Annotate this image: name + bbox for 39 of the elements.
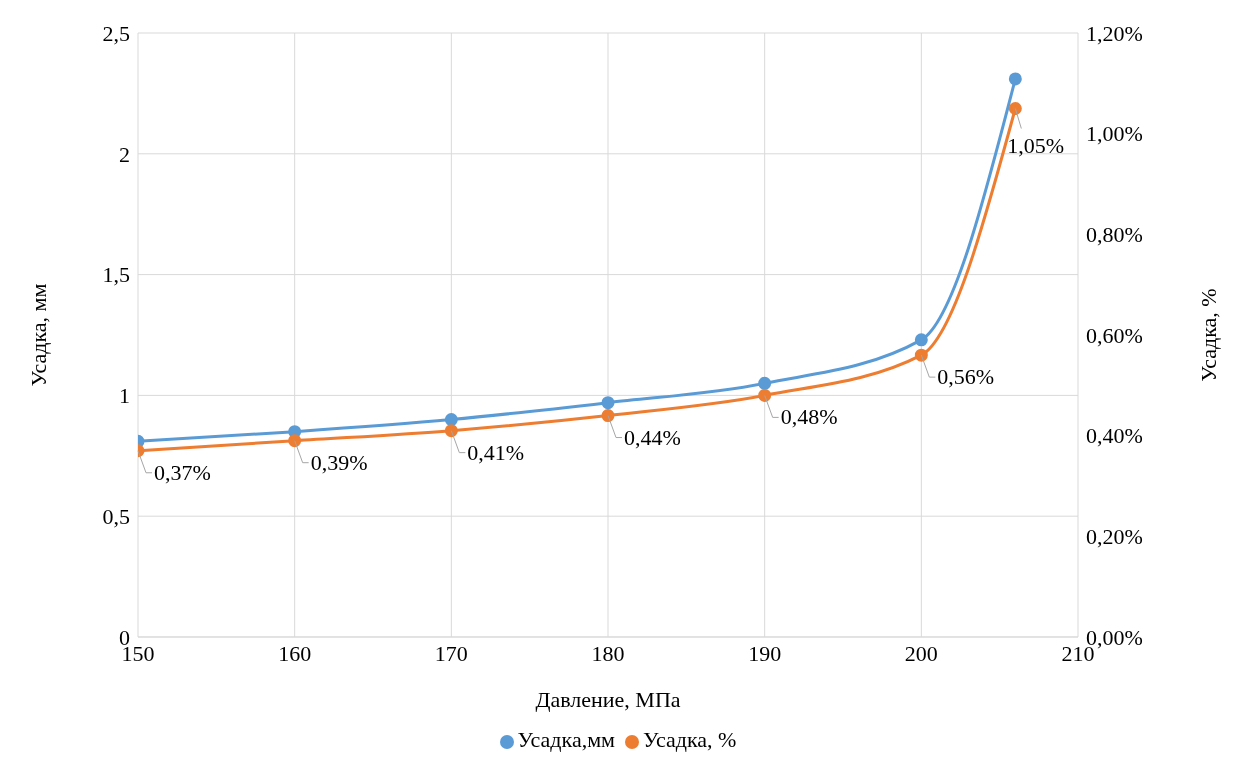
point — [758, 376, 772, 390]
y-axis-title: Усадка, мм — [25, 283, 51, 387]
data-label: 0,41% — [467, 439, 525, 465]
x-tick-label: 170 — [434, 640, 468, 666]
data-label: 0,44% — [624, 424, 681, 450]
data-label: 1,05% — [1007, 132, 1065, 158]
legend-label: Усадка,мм — [517, 727, 615, 752]
point — [444, 413, 458, 427]
y2-tick-label: 0,80% — [1086, 222, 1143, 248]
point — [444, 424, 458, 438]
y2-axis-title: Усадка, % — [1195, 288, 1221, 382]
point — [1008, 72, 1022, 86]
y2-tick-label: 0,20% — [1086, 524, 1143, 550]
point — [1008, 102, 1022, 115]
x-tick-label: 190 — [748, 640, 782, 666]
data-label: 0,39% — [310, 449, 368, 475]
data-label: 0,48% — [780, 404, 838, 430]
y-tick-label: 2,5 — [102, 20, 130, 46]
point — [914, 333, 928, 347]
x-tick-label: 200 — [904, 640, 938, 666]
point — [914, 348, 928, 362]
point — [601, 409, 615, 423]
x-tick-label: 160 — [278, 640, 312, 666]
data-label: 0,37% — [154, 459, 211, 485]
y-tick-label: 2 — [119, 141, 130, 167]
point — [601, 396, 615, 410]
point — [758, 388, 772, 402]
y-tick-label: 0,5 — [102, 504, 130, 530]
legend-label: Усадка, % — [643, 727, 737, 752]
y2-tick-label: 0,40% — [1086, 423, 1143, 449]
point — [288, 434, 302, 448]
data-label: 0,56% — [937, 364, 995, 390]
y2-tick-label: 1,20% — [1086, 20, 1143, 46]
y-tick-label: 1,5 — [102, 262, 130, 288]
y2-tick-label: 0,60% — [1086, 322, 1143, 348]
x-tick-label: 180 — [591, 640, 625, 666]
y-tick-label: 1 — [119, 383, 130, 409]
x-axis-title: Давление, МПа — [535, 687, 681, 712]
y2-tick-label: 1,00% — [1086, 121, 1143, 147]
